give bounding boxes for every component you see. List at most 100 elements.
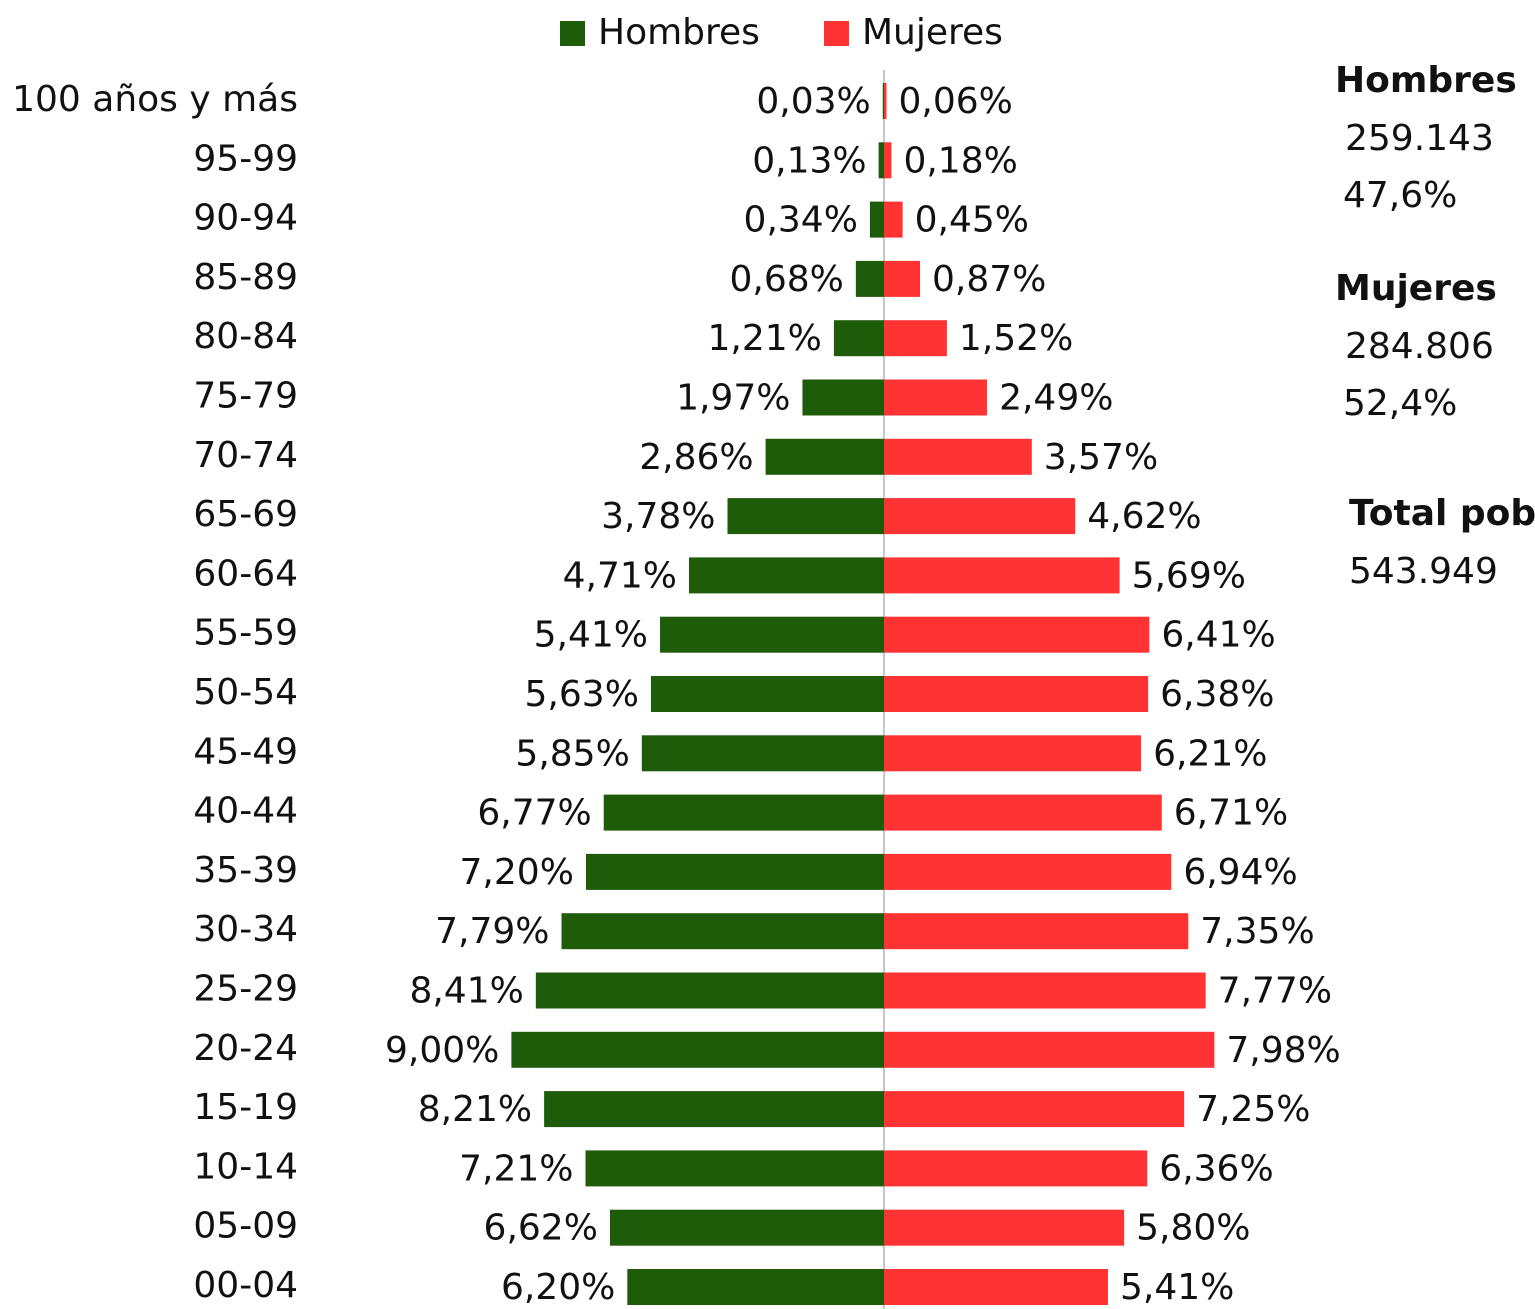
value-label: 5,41% — [1120, 1267, 1234, 1308]
bar — [884, 913, 1189, 950]
value-label: 7,25% — [1196, 1089, 1310, 1130]
summary-count: 259.143 — [1345, 118, 1494, 159]
bar — [884, 616, 1150, 653]
value-label: 6,71% — [1174, 793, 1288, 834]
bar — [561, 913, 884, 950]
category-label: 85-89 — [193, 257, 298, 298]
bar — [603, 794, 884, 831]
value-label: 6,36% — [1159, 1148, 1273, 1189]
value-label: 0,06% — [898, 81, 1012, 122]
bar — [802, 379, 884, 416]
category-label: 00-04 — [193, 1265, 298, 1306]
bar — [884, 201, 903, 238]
bar — [884, 83, 887, 119]
value-label: 0,13% — [752, 140, 866, 181]
bar — [544, 1091, 884, 1128]
value-label: 7,21% — [459, 1148, 573, 1189]
bar — [884, 260, 921, 297]
bar — [869, 201, 884, 238]
summary-title: Total pob — [1349, 493, 1535, 534]
summary-share: 47,6% — [1343, 175, 1457, 216]
value-label: 0,87% — [932, 259, 1046, 300]
bar — [884, 972, 1206, 1009]
bar — [627, 1269, 884, 1305]
summary-count: 543.949 — [1349, 551, 1498, 592]
value-label: 9,00% — [385, 1030, 499, 1071]
bar — [884, 1209, 1125, 1246]
value-label: 0,68% — [729, 259, 843, 300]
bar — [884, 1031, 1215, 1068]
bar — [585, 853, 884, 890]
value-label: 1,21% — [708, 318, 822, 359]
category-label: 95-99 — [193, 138, 298, 179]
summary-share: 52,4% — [1343, 383, 1457, 424]
category-label: 35-39 — [193, 850, 298, 891]
value-label: 6,62% — [484, 1208, 598, 1249]
value-label: 6,41% — [1161, 615, 1275, 656]
value-label: 8,41% — [409, 971, 523, 1012]
bar — [884, 320, 947, 357]
bar — [650, 676, 884, 712]
value-label: 6,20% — [501, 1267, 615, 1308]
bar — [884, 498, 1076, 535]
bar — [609, 1209, 884, 1246]
bar — [585, 1150, 884, 1187]
value-label: 2,49% — [999, 378, 1113, 419]
bar — [884, 853, 1172, 890]
value-label: 6,21% — [1153, 733, 1267, 774]
category-label: 90-94 — [193, 198, 298, 239]
category-label: 10-14 — [193, 1146, 298, 1187]
bar — [727, 498, 884, 535]
bar — [882, 83, 884, 119]
value-label: 0,34% — [744, 200, 858, 241]
value-label: 5,85% — [515, 733, 629, 774]
category-label: 15-19 — [193, 1087, 298, 1128]
legend-label: Mujeres — [862, 12, 1003, 53]
bar — [765, 438, 884, 475]
value-label: 7,35% — [1200, 911, 1314, 952]
legend-swatch — [824, 21, 849, 46]
bar — [884, 142, 892, 179]
value-label: 6,77% — [477, 793, 591, 834]
value-label: 6,94% — [1183, 852, 1297, 893]
category-label: 05-09 — [193, 1206, 298, 1247]
bar — [689, 557, 884, 594]
category-label: 100 años y más — [12, 79, 298, 120]
bar — [884, 438, 1032, 475]
summary-count: 284.806 — [1345, 326, 1494, 367]
value-label: 4,62% — [1087, 496, 1201, 537]
value-label: 1,97% — [676, 378, 790, 419]
bar — [884, 1091, 1185, 1128]
value-label: 0,03% — [756, 81, 870, 122]
value-label: 7,77% — [1218, 971, 1332, 1012]
category-label: 50-54 — [193, 672, 298, 713]
bar — [884, 557, 1120, 594]
value-label: 5,63% — [525, 674, 639, 715]
value-label: 5,69% — [1132, 555, 1246, 596]
category-label: 80-84 — [193, 316, 298, 357]
value-label: 5,80% — [1136, 1208, 1250, 1249]
bar — [878, 142, 884, 179]
legend-swatch — [560, 21, 585, 46]
category-label: 40-44 — [193, 791, 298, 832]
bar — [884, 735, 1142, 772]
value-label: 3,57% — [1044, 437, 1158, 478]
bar — [884, 794, 1162, 831]
bar — [884, 1269, 1108, 1305]
bar — [535, 972, 884, 1009]
bar — [884, 1150, 1148, 1187]
category-label: 55-59 — [193, 613, 298, 654]
bar — [884, 676, 1149, 712]
category-label: 30-34 — [193, 909, 298, 950]
category-label: 45-49 — [193, 731, 298, 772]
category-label: 25-29 — [193, 969, 298, 1010]
value-label: 0,18% — [903, 140, 1017, 181]
bar — [660, 616, 884, 653]
value-label: 2,86% — [639, 437, 753, 478]
category-label: 75-79 — [193, 376, 298, 417]
summary-title: Hombres — [1335, 60, 1517, 101]
value-label: 6,38% — [1160, 674, 1274, 715]
category-label: 65-69 — [193, 494, 298, 535]
value-label: 5,41% — [534, 615, 648, 656]
